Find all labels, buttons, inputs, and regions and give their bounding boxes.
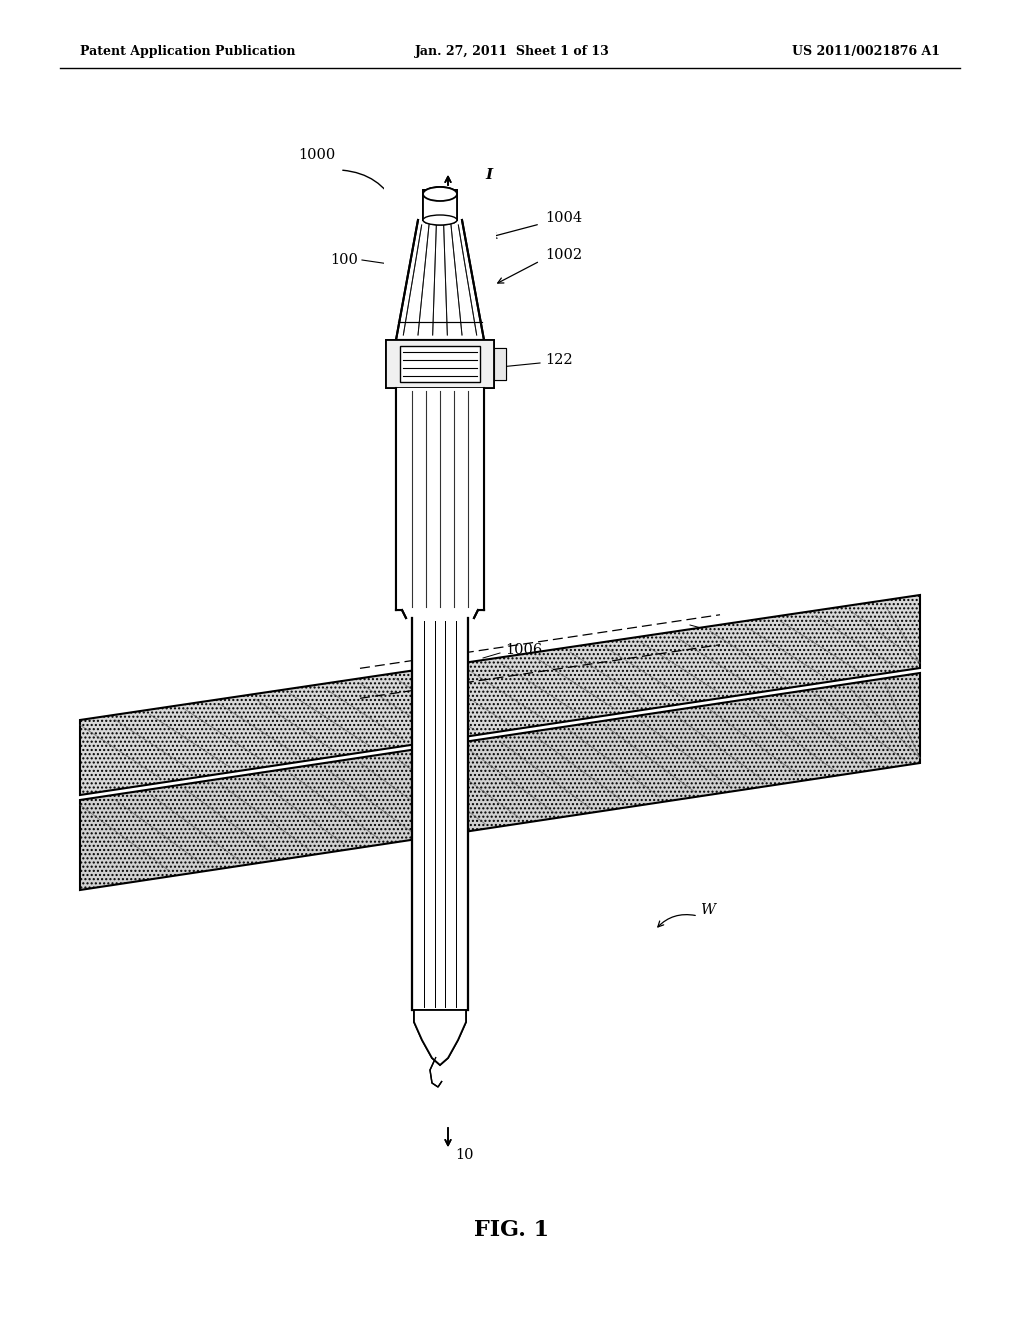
Bar [386,341,494,388]
Polygon shape [80,595,920,795]
Text: T: T [725,623,735,638]
Polygon shape [80,673,920,890]
Text: US 2011/0021876 A1: US 2011/0021876 A1 [792,45,940,58]
Text: 1006: 1006 [505,643,543,657]
Polygon shape [414,1010,466,1065]
Ellipse shape [423,215,457,224]
Bar [413,710,467,931]
Bar [423,190,457,220]
Text: 122: 122 [545,352,572,367]
Text: FIG. 1: FIG. 1 [474,1218,550,1241]
Text: W: W [700,903,715,917]
Text: 1008: 1008 [545,657,583,672]
Text: 1000: 1000 [298,148,335,162]
Text: Jan. 27, 2011  Sheet 1 of 13: Jan. 27, 2011 Sheet 1 of 13 [415,45,609,58]
Bar [413,618,467,1010]
Text: A: A [640,682,650,697]
Bar [494,348,506,380]
Ellipse shape [423,187,457,201]
Bar [386,341,494,388]
Bar [384,185,496,620]
Text: 1004: 1004 [545,211,582,224]
Bar [397,388,483,610]
Ellipse shape [423,215,457,224]
Polygon shape [414,1010,466,1065]
Text: 1002: 1002 [545,248,582,261]
Ellipse shape [423,187,457,201]
Bar [400,346,480,381]
Bar [494,348,506,380]
Text: 10: 10 [455,1148,473,1162]
Text: Patent Application Publication: Patent Application Publication [80,45,296,58]
Text: 1010: 1010 [288,793,325,807]
Text: 100: 100 [330,253,358,267]
Bar [423,190,457,220]
Bar [400,346,480,381]
Text: I: I [485,168,493,182]
